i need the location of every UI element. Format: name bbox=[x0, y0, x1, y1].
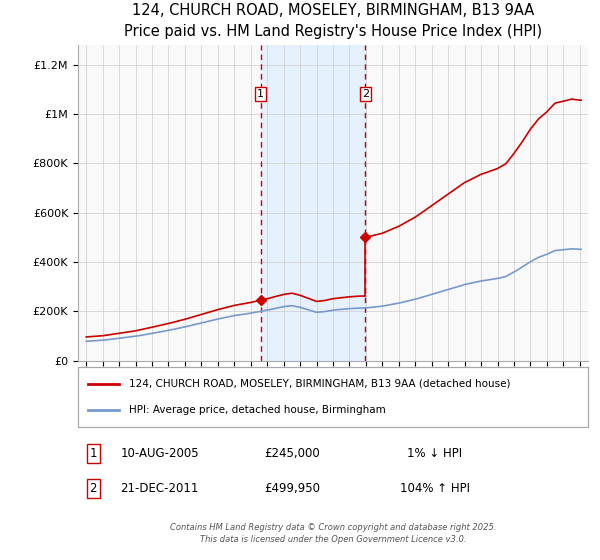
Text: 10-AUG-2005: 10-AUG-2005 bbox=[120, 447, 199, 460]
Text: HPI: Average price, detached house, Birmingham: HPI: Average price, detached house, Birm… bbox=[129, 405, 386, 416]
Title: 124, CHURCH ROAD, MOSELEY, BIRMINGHAM, B13 9AA
Price paid vs. HM Land Registry's: 124, CHURCH ROAD, MOSELEY, BIRMINGHAM, B… bbox=[124, 3, 542, 39]
Text: 124, CHURCH ROAD, MOSELEY, BIRMINGHAM, B13 9AA (detached house): 124, CHURCH ROAD, MOSELEY, BIRMINGHAM, B… bbox=[129, 379, 511, 389]
Text: 2: 2 bbox=[362, 89, 369, 99]
Text: Contains HM Land Registry data © Crown copyright and database right 2025.
This d: Contains HM Land Registry data © Crown c… bbox=[170, 523, 496, 544]
Text: £499,950: £499,950 bbox=[264, 482, 320, 495]
Text: 1% ↓ HPI: 1% ↓ HPI bbox=[407, 447, 463, 460]
Text: 104% ↑ HPI: 104% ↑ HPI bbox=[400, 482, 470, 495]
Text: 2: 2 bbox=[89, 482, 97, 495]
Text: £245,000: £245,000 bbox=[265, 447, 320, 460]
Bar bbox=[261, 45, 365, 361]
Text: 1: 1 bbox=[89, 447, 97, 460]
Text: 21-DEC-2011: 21-DEC-2011 bbox=[121, 482, 199, 495]
Text: 1: 1 bbox=[257, 89, 264, 99]
